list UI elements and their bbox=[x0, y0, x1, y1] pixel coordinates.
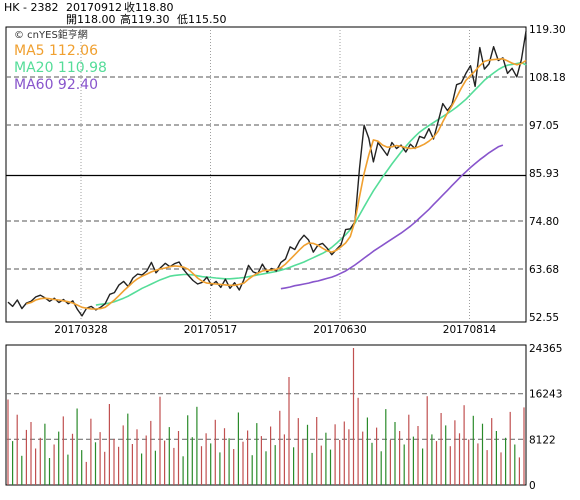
volume-y-tick-label: 24365 bbox=[529, 343, 562, 355]
price-y-axis: 119.30 108.18 97.05 85.93 74.80 63.68 52.55 bbox=[529, 24, 566, 324]
legend-ma5: MA5 112.06 bbox=[14, 43, 98, 59]
brand-watermark: © cnYES鉅亨網 bbox=[14, 28, 88, 41]
volume-y-tick-label: 8122 bbox=[529, 434, 556, 446]
price-y-tick-label: 63.68 bbox=[529, 264, 559, 276]
ticker-label: HK - 2382 bbox=[4, 1, 58, 14]
date-label: 20170912 bbox=[66, 1, 122, 14]
price-y-tick-label: 108.18 bbox=[529, 72, 566, 84]
volume-grid bbox=[6, 393, 526, 440]
volume-y-tick-label: 16243 bbox=[529, 389, 562, 401]
open-label: 開118.00 bbox=[66, 13, 116, 26]
price-y-tick-label: 74.80 bbox=[529, 216, 559, 228]
price-y-tick-label: 52.55 bbox=[529, 312, 559, 324]
low-label: 低115.50 bbox=[177, 13, 227, 26]
high-label: 高119.30 bbox=[120, 12, 170, 26]
series-line-ma5 bbox=[26, 58, 527, 310]
price-y-tick-label: 85.93 bbox=[529, 168, 559, 180]
close-label: 收118.80 bbox=[124, 0, 174, 14]
volume-y-tick-label: 0 bbox=[529, 480, 536, 492]
volume-bars bbox=[7, 348, 525, 485]
price-x-tick-label: 20170630 bbox=[313, 324, 366, 336]
price-y-tick-label: 119.30 bbox=[529, 24, 566, 36]
price-x-tick-label: 20170328 bbox=[54, 324, 107, 336]
price-x-tick-label: 20170517 bbox=[184, 324, 237, 336]
series-line-ma20 bbox=[95, 61, 527, 306]
price-x-axis: 20170328 20170517 20170630 20170814 bbox=[54, 324, 496, 336]
price-series-group bbox=[7, 31, 527, 317]
legend-ma60: MA60 92.40 bbox=[14, 77, 98, 93]
series-line-ma60 bbox=[280, 144, 504, 290]
legend-ma20: MA20 110.98 bbox=[14, 60, 107, 76]
volume-y-axis: 24365 16243 8122 0 bbox=[529, 343, 562, 492]
price-y-tick-label: 97.05 bbox=[529, 120, 559, 132]
price-x-tick-label: 20170814 bbox=[443, 324, 497, 336]
